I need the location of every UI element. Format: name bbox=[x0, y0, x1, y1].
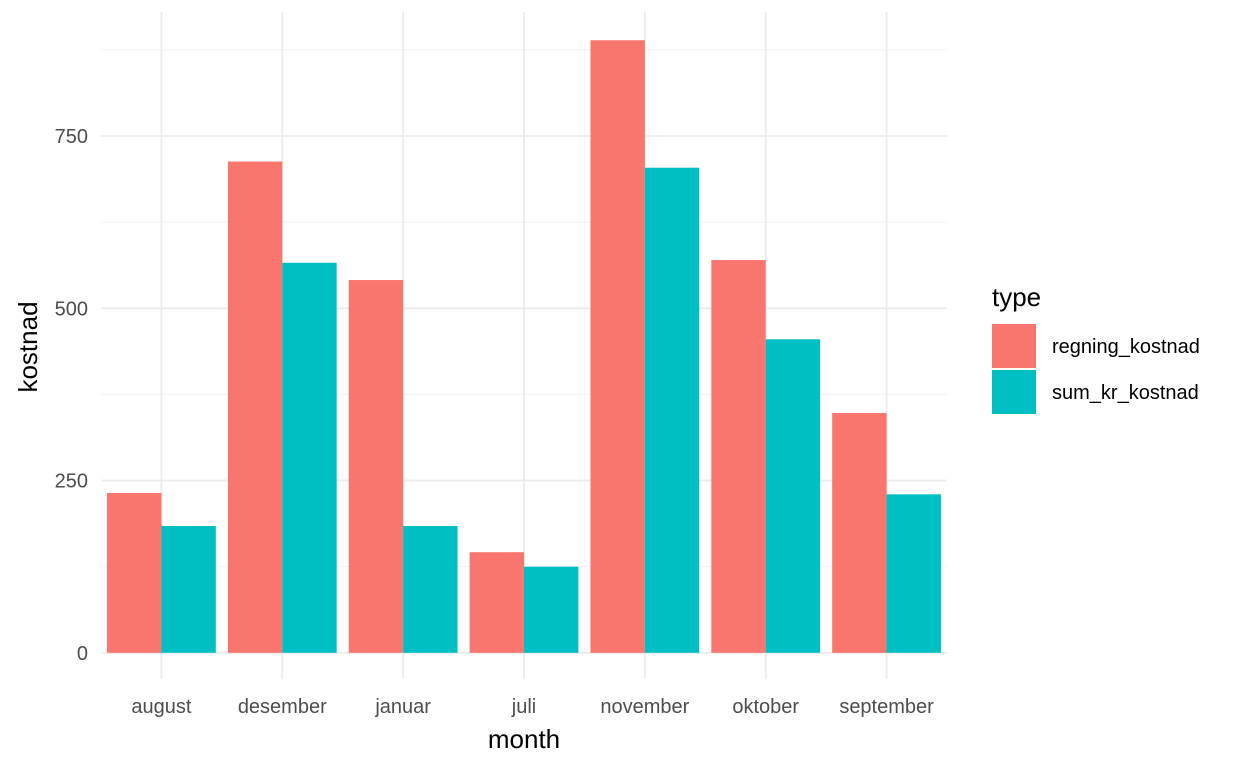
bar-sum_kr_kostnad-juli bbox=[524, 566, 579, 653]
bar-regning_kostnad-september bbox=[832, 413, 887, 653]
bars-layer bbox=[107, 40, 941, 653]
x-tick-label: oktober bbox=[732, 696, 799, 718]
x-tick-label: september bbox=[839, 696, 934, 718]
x-tick-labels: august desember januar juli november oktober s… bbox=[131, 696, 934, 718]
legend-label: sum_kr_kostnad bbox=[1052, 382, 1199, 404]
bar-sum_kr_kostnad-januar bbox=[403, 526, 458, 653]
legend-key-regning_kostnad bbox=[992, 324, 1036, 368]
bar-regning_kostnad-juli bbox=[469, 552, 524, 653]
legend-key-sum_kr_kostnad bbox=[992, 370, 1036, 414]
bar-sum_kr_kostnad-september bbox=[886, 494, 941, 653]
bar-sum_kr_kostnad-august bbox=[161, 526, 216, 653]
x-tick-label: juli bbox=[511, 696, 536, 718]
y-tick-labels: 0 250 500 750 bbox=[55, 126, 88, 665]
legend-title: type bbox=[992, 282, 1041, 312]
y-axis-title: kostnad bbox=[13, 301, 43, 392]
bar-regning_kostnad-desember bbox=[227, 161, 283, 653]
y-tick-label: 0 bbox=[77, 643, 88, 665]
bar-regning_kostnad-august bbox=[107, 492, 162, 653]
bar-sum_kr_kostnad-november bbox=[644, 167, 700, 653]
x-tick-label: januar bbox=[374, 696, 431, 718]
x-tick-label: august bbox=[131, 696, 191, 718]
bar-regning_kostnad-oktober bbox=[711, 260, 766, 653]
bar-regning_kostnad-januar bbox=[348, 280, 404, 653]
y-tick-label: 750 bbox=[55, 126, 88, 148]
x-tick-label: desember bbox=[238, 696, 327, 718]
bar-regning_kostnad-november bbox=[590, 40, 645, 653]
x-tick-label: november bbox=[600, 696, 689, 718]
bar-sum_kr_kostnad-desember bbox=[282, 262, 337, 653]
y-tick-label: 500 bbox=[55, 298, 88, 320]
y-tick-label: 250 bbox=[55, 471, 88, 493]
legend-label: regning_kostnad bbox=[1052, 336, 1200, 358]
bar-sum_kr_kostnad-oktober bbox=[765, 339, 821, 653]
x-axis-title: month bbox=[488, 724, 560, 754]
legend: type regning_kostnad sum_kr_kostnad bbox=[992, 282, 1200, 414]
